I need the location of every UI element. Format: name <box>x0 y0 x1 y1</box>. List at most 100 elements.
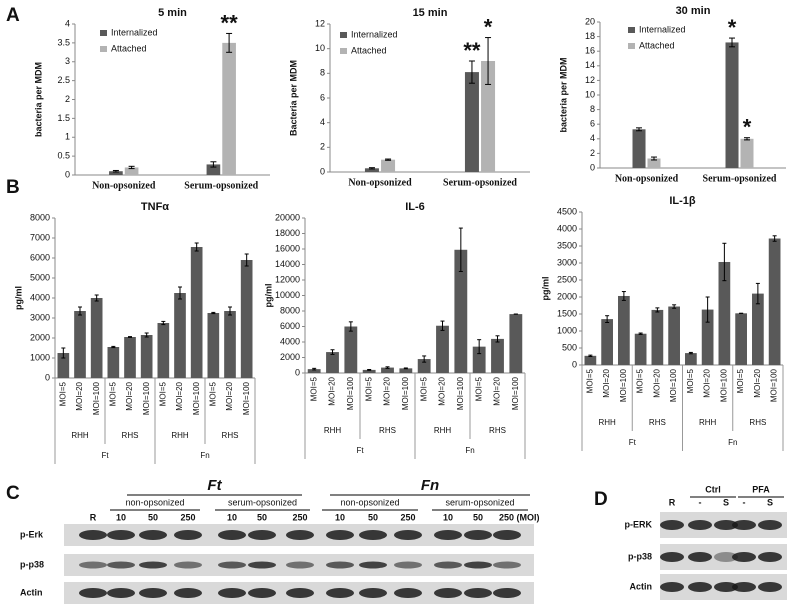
y-tick-label: 8000 <box>280 305 300 315</box>
y-tick-label: 2500 <box>557 274 577 284</box>
supergroup-label: Ft <box>629 438 637 447</box>
x-tick-label: Non-opsonized <box>348 177 412 188</box>
bar <box>436 325 449 373</box>
lane-label: 10 <box>116 512 126 522</box>
x-tick-label: MOI=5 <box>686 368 695 393</box>
panel-letter: D <box>594 489 608 510</box>
lane-label: S <box>723 497 729 507</box>
bar <box>364 168 379 172</box>
lane-label: S <box>767 497 773 507</box>
x-tick-label: MOI=20 <box>125 381 134 410</box>
y-tick-label: 0 <box>590 162 595 172</box>
y-tick-label: 5000 <box>30 272 50 282</box>
blot-band <box>139 561 167 569</box>
x-tick-label: MOI=5 <box>364 376 373 401</box>
blot-band <box>464 561 492 569</box>
significance-marker: * <box>743 115 752 140</box>
y-tick-label: 4 <box>65 18 70 28</box>
y-tick-label: 0 <box>572 359 577 369</box>
x-tick-label: MOI=5 <box>108 381 117 406</box>
blot-band <box>714 552 738 562</box>
bar <box>74 311 86 378</box>
bar <box>224 311 236 378</box>
blot-band <box>326 588 354 598</box>
x-tick-label: MOI=5 <box>736 368 745 393</box>
y-tick-label: 1500 <box>557 308 577 318</box>
group-label: RHH <box>699 418 717 427</box>
y-tick-label: 12000 <box>275 274 300 284</box>
legend-swatch <box>628 27 635 33</box>
y-axis-label: pg/ml <box>540 277 550 301</box>
bar <box>109 171 123 175</box>
legend-label: Attached <box>351 45 387 55</box>
blot-band <box>286 561 314 569</box>
x-tick-label: MOI=5 <box>419 376 428 401</box>
group-label: RHH <box>598 418 616 427</box>
blot-band <box>714 520 738 530</box>
blot-band <box>248 588 276 598</box>
panel-letter: B <box>6 177 20 198</box>
significance-marker: ** <box>463 38 481 63</box>
y-tick-label: 2.5 <box>57 75 70 85</box>
bar <box>634 333 647 365</box>
legend-label: Internalized <box>639 24 686 34</box>
bar <box>735 313 747 365</box>
blot-band <box>688 520 712 530</box>
y-tick-label: 8000 <box>30 212 50 222</box>
blot-band <box>758 582 782 592</box>
blot-band <box>714 582 738 592</box>
y-tick-label: 4 <box>320 117 325 127</box>
condition-label: serum-opsonized <box>445 497 514 507</box>
blot-band <box>464 588 492 598</box>
y-tick-label: 1.5 <box>57 113 70 123</box>
blot-band <box>107 588 135 598</box>
chart-title: 30 min <box>676 5 711 17</box>
chart-title: 5 min <box>158 7 187 19</box>
y-tick-label: 3 <box>65 56 70 66</box>
blot-band <box>732 552 756 562</box>
y-tick-label: 20 <box>585 16 595 26</box>
blot-band <box>107 561 135 569</box>
group-label: RHS <box>379 426 396 435</box>
x-tick-label: MOI=20 <box>175 381 184 410</box>
y-tick-label: 6 <box>590 119 595 129</box>
x-tick-label: MOI=5 <box>309 376 318 401</box>
group-label: RHH <box>171 431 189 440</box>
blot-band <box>286 588 314 598</box>
bar <box>206 164 221 175</box>
y-tick-label: 2000 <box>557 291 577 301</box>
y-tick-label: 4500 <box>557 206 577 216</box>
y-tick-label: 12 <box>315 18 325 28</box>
y-tick-label: 0 <box>65 169 70 179</box>
blot-band <box>218 561 246 569</box>
blot-band <box>359 588 387 598</box>
y-tick-label: 1 <box>65 132 70 142</box>
bar <box>124 337 136 378</box>
blot-band <box>493 561 521 569</box>
group-label: PFA <box>752 484 770 494</box>
lane-label: 10 <box>443 512 453 522</box>
bar <box>618 295 630 365</box>
y-tick-label: 7000 <box>30 232 50 242</box>
blot-band <box>79 530 107 540</box>
bar <box>768 238 781 365</box>
x-tick-label: MOI=100 <box>242 381 251 415</box>
x-tick-label: MOI=100 <box>456 376 465 410</box>
chart-title: IL-6 <box>405 201 425 213</box>
y-tick-label: 2000 <box>30 332 50 342</box>
y-tick-label: 18 <box>585 31 595 41</box>
bar <box>190 247 203 378</box>
bar <box>651 309 664 365</box>
supergroup-label: Ft <box>101 451 109 460</box>
blot-band <box>732 582 756 592</box>
blot-band <box>688 552 712 562</box>
bar <box>701 309 714 365</box>
x-tick-label: Serum-opsonized <box>184 180 258 191</box>
blot-band <box>286 530 314 540</box>
blot-band <box>660 582 684 592</box>
panel-letter: C <box>6 483 20 504</box>
lane-label: 250 (MOI) <box>499 512 540 522</box>
legend-label: Attached <box>111 43 147 53</box>
y-tick-label: 6000 <box>280 321 300 331</box>
x-tick-label: MOI=100 <box>92 381 101 415</box>
